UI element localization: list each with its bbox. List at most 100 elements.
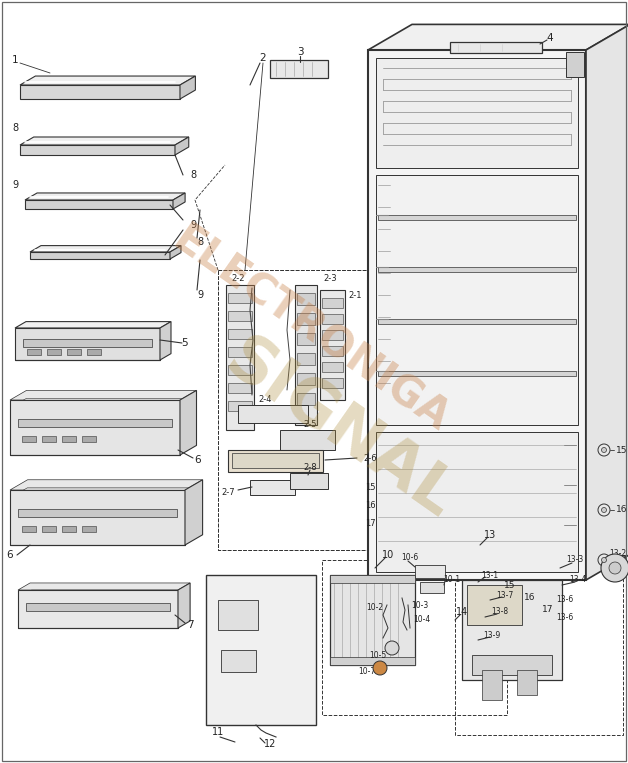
Bar [378,215,576,220]
Circle shape [602,558,607,562]
Polygon shape [10,391,197,400]
Bar [290,473,328,489]
Polygon shape [18,583,190,590]
Bar [62,436,76,442]
Bar [250,480,295,495]
Text: 5: 5 [181,338,188,348]
Polygon shape [30,246,181,252]
Bar [27,349,41,355]
Bar [566,52,584,77]
Bar [368,50,586,580]
Bar [376,58,578,168]
Bar [455,540,623,735]
Text: 6: 6 [195,455,202,465]
Bar [228,329,252,339]
Polygon shape [185,480,203,545]
Bar [378,371,576,376]
Text: 8: 8 [12,123,18,133]
Text: 9: 9 [197,290,203,300]
Bar [322,314,343,324]
Bar [42,526,56,532]
Text: 13-3: 13-3 [566,555,583,565]
Circle shape [598,444,610,456]
Text: 15: 15 [365,482,376,491]
Bar [67,349,81,355]
Text: 2: 2 [260,53,266,63]
Bar [376,175,578,425]
Bar [297,313,315,325]
Polygon shape [15,398,187,405]
Polygon shape [10,490,185,545]
Text: 17: 17 [365,519,376,527]
Text: 4: 4 [547,33,553,43]
Text: 13-6: 13-6 [556,595,573,604]
Circle shape [385,641,399,655]
Circle shape [602,448,607,452]
Polygon shape [178,583,190,628]
Polygon shape [23,590,181,595]
Bar [322,378,343,388]
Text: 2-5: 2-5 [303,420,317,429]
Bar [320,290,345,400]
Polygon shape [30,252,170,259]
Polygon shape [20,137,189,145]
Bar [322,346,343,356]
Circle shape [598,504,610,516]
Bar [450,42,542,53]
Bar [18,419,172,427]
Text: 2-6: 2-6 [363,453,377,462]
Text: 15: 15 [504,581,516,591]
Bar [330,575,415,665]
Circle shape [602,507,607,513]
Polygon shape [160,321,171,360]
Text: 10-4: 10-4 [413,616,431,624]
Bar [330,657,415,665]
Bar [82,526,96,532]
Bar [228,347,252,357]
Bar [218,600,258,630]
Bar [420,582,444,593]
Polygon shape [15,321,171,328]
Text: 13-4: 13-4 [570,575,587,584]
Bar [462,580,562,680]
Text: 2-7: 2-7 [221,488,235,497]
Text: 13-7: 13-7 [496,591,514,600]
Bar [228,450,323,472]
Bar [297,333,315,345]
Polygon shape [20,85,180,99]
Bar [218,270,373,550]
Bar [238,405,308,423]
Polygon shape [10,480,203,490]
Bar [378,319,576,324]
Text: 2-2: 2-2 [231,273,245,282]
Text: 12: 12 [264,739,276,749]
Bar [232,453,319,468]
Polygon shape [18,590,178,628]
Polygon shape [20,76,195,85]
Bar [228,293,252,303]
Bar [62,526,76,532]
Bar [42,436,56,442]
Text: 10-6: 10-6 [401,553,419,562]
Bar [376,432,578,572]
Text: 15: 15 [616,446,628,455]
Bar [206,575,316,725]
Bar [322,560,507,715]
Bar [322,298,343,308]
Bar [218,270,373,550]
Bar [228,383,252,393]
Text: 9: 9 [190,220,196,230]
Polygon shape [15,488,192,495]
Text: 1: 1 [12,55,18,65]
Polygon shape [10,400,180,455]
Polygon shape [173,193,185,209]
Text: 11: 11 [212,727,224,737]
Polygon shape [180,76,195,99]
Bar [297,353,315,365]
Polygon shape [25,193,185,200]
Text: 8: 8 [197,237,203,247]
Text: 13-1: 13-1 [482,571,499,580]
Text: 10-1: 10-1 [443,575,460,584]
Text: 9: 9 [12,180,18,190]
Bar [226,285,254,430]
